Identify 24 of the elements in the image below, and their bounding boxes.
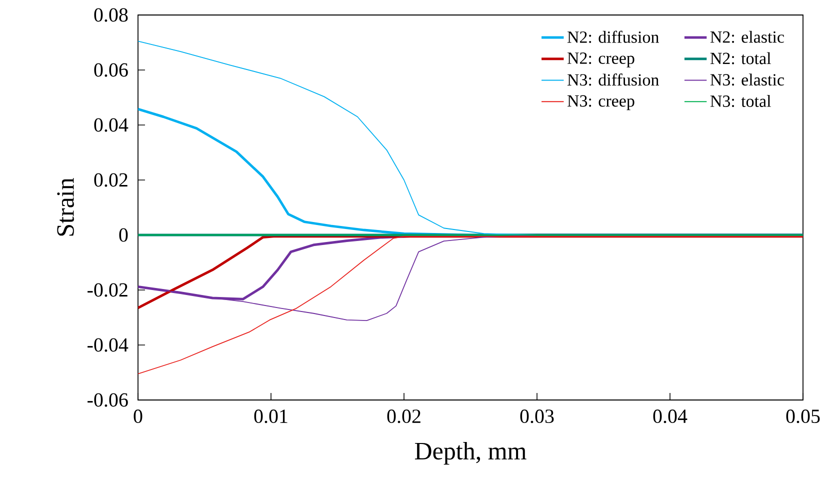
legend-label: N3: diffusion xyxy=(567,74,659,86)
y-tick-label: 0 xyxy=(119,228,128,242)
y-axis-title: Strain xyxy=(57,178,74,236)
x-tick-label: 0.01 xyxy=(254,410,288,424)
x-tick-label: 0.03 xyxy=(520,410,554,424)
x-tick-label: 0.05 xyxy=(786,410,820,424)
y-tick-label: 0.06 xyxy=(94,63,128,77)
legend-label: N2: elastic xyxy=(710,30,784,43)
x-tick-label: 0 xyxy=(134,410,142,424)
y-tick-label: 0.08 xyxy=(94,8,128,22)
x-axis-title: Depth, mm xyxy=(414,442,526,465)
legend-label: N3: elastic xyxy=(710,74,784,86)
y-tick-label: -0.04 xyxy=(88,338,128,352)
legend-label: N3: creep xyxy=(567,95,634,110)
y-tick-label: 0.02 xyxy=(94,173,128,187)
legend-label: N2: creep xyxy=(567,52,634,68)
legend-label: N3: total xyxy=(710,94,771,108)
x-tick-label: 0.04 xyxy=(653,410,688,424)
y-tick-label: -0.02 xyxy=(88,283,128,297)
y-tick-label: 0.04 xyxy=(94,118,128,132)
x-tick-label: 0.02 xyxy=(387,410,420,424)
legend-label: N2: diffusion xyxy=(567,30,659,43)
legend-label: N2: total xyxy=(710,52,771,64)
y-tick-label: -0.06 xyxy=(88,393,128,407)
